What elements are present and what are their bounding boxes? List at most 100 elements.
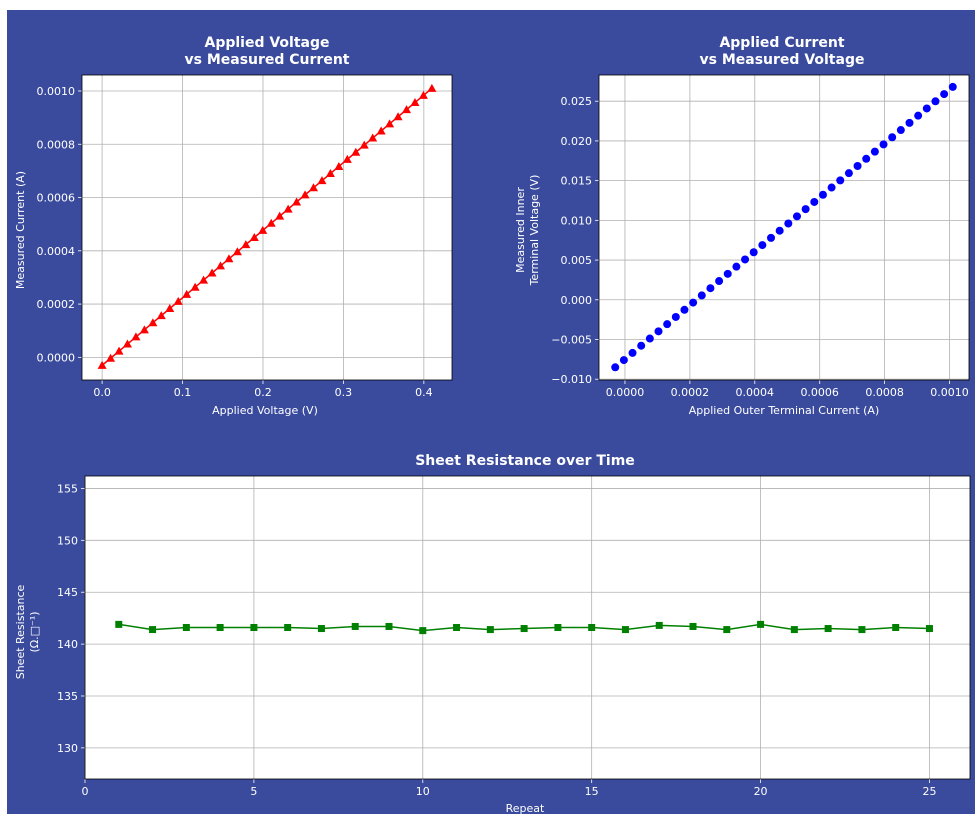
x-tick-label: 0.1 <box>174 386 192 399</box>
data-point <box>216 624 224 631</box>
data-point <box>520 625 528 633</box>
data-point <box>922 104 931 113</box>
data-point <box>741 255 750 264</box>
data-point <box>827 183 836 192</box>
data-point <box>368 133 378 142</box>
data-point <box>215 261 225 270</box>
data-point <box>723 626 731 634</box>
data-point <box>148 318 158 327</box>
data-point <box>427 83 437 92</box>
plot-frame <box>598 74 970 381</box>
data-point <box>284 624 292 631</box>
data-point <box>858 626 866 634</box>
y-tick-label: 0.0010 <box>37 85 76 98</box>
x-tick-label: 0.0010 <box>930 386 969 399</box>
data-point <box>689 298 698 307</box>
chart-3-x-axis-label: Repeat <box>506 802 545 814</box>
data-point <box>122 339 132 348</box>
data-point <box>149 626 157 634</box>
plot-frame <box>81 74 453 381</box>
x-tick-label: 0.0006 <box>800 386 839 399</box>
data-point <box>418 90 428 99</box>
data-point <box>300 190 310 199</box>
chart-2-y-axis-label-line-1: Measured Inner <box>514 187 527 273</box>
data-point <box>654 327 663 336</box>
data-point <box>258 225 268 234</box>
chart-2-title-line-2: vs Measured Voltage <box>700 52 865 68</box>
data-point <box>588 624 596 631</box>
chart-1-x-axis-label: Applied Voltage (V) <box>212 404 318 417</box>
data-point <box>453 624 461 631</box>
y-tick-label: 0.0006 <box>37 192 76 205</box>
x-tick-label: 0.2 <box>254 386 272 399</box>
chart-3-y-axis-label-line-2: (Ω.□⁻¹) <box>28 611 41 652</box>
data-point <box>106 353 116 362</box>
x-tick-label: 20 <box>754 785 768 798</box>
y-tick-label: 0.020 <box>561 135 593 148</box>
data-point <box>376 126 386 135</box>
data-point <box>611 363 620 372</box>
y-tick-label: 0.000 <box>561 294 593 307</box>
chart-1-y-axis-label: Measured Current (A) <box>14 171 27 289</box>
data-point <box>114 346 124 355</box>
data-point <box>818 190 827 199</box>
data-point <box>655 621 663 629</box>
data-point <box>862 154 871 163</box>
plot-frame <box>84 475 971 780</box>
data-point <box>940 90 949 99</box>
x-tick-label: 5 <box>250 785 257 798</box>
data-point <box>905 118 914 127</box>
x-tick-label: 15 <box>585 785 599 798</box>
data-point <box>621 626 629 634</box>
chart-1-title-line-2: vs Measured Current <box>184 52 349 68</box>
data-point <box>749 248 758 257</box>
data-point <box>342 154 352 163</box>
x-tick-label: 25 <box>922 785 936 798</box>
data-point <box>824 625 832 633</box>
data-point <box>697 291 706 300</box>
y-tick-label: 0.0000 <box>37 351 76 364</box>
data-point <box>232 247 242 256</box>
data-point <box>250 624 258 631</box>
data-point <box>810 197 819 206</box>
data-point <box>792 212 801 221</box>
y-tick-label: 155 <box>57 482 78 495</box>
data-point <box>896 126 905 135</box>
x-tick-label: 0.0002 <box>671 386 710 399</box>
chart-3-y-axis-label-line-1: Sheet Resistance <box>14 584 27 679</box>
data-point <box>325 169 335 178</box>
data-point <box>317 625 325 633</box>
data-point <box>680 305 689 314</box>
y-tick-label: 130 <box>57 742 78 755</box>
data-point <box>836 176 845 185</box>
data-point <box>892 624 900 631</box>
y-tick-label: 0.010 <box>561 214 593 227</box>
data-point <box>275 211 285 220</box>
data-point <box>266 218 276 227</box>
data-point <box>182 289 192 298</box>
data-point <box>241 240 251 249</box>
data-point <box>732 262 741 271</box>
data-point <box>224 254 234 263</box>
x-tick-label: 0.0004 <box>736 386 775 399</box>
y-tick-label: 0.025 <box>561 95 593 108</box>
data-point <box>784 219 793 228</box>
data-point <box>870 147 879 156</box>
data-point <box>283 204 293 213</box>
y-tick-label: 0.015 <box>561 175 593 188</box>
y-tick-label: 135 <box>57 690 78 703</box>
data-point <box>402 105 412 114</box>
data-point <box>645 334 654 343</box>
x-tick-label: 0.4 <box>415 386 433 399</box>
y-tick-label: 0.0008 <box>37 138 76 151</box>
y-tick-label: −0.005 <box>551 333 592 346</box>
x-tick-label: 0.0000 <box>606 386 645 399</box>
voltage-current-chart: Applied Voltage vs Measured Current Appl… <box>14 35 453 417</box>
y-tick-label: 0.0004 <box>37 245 76 258</box>
data-point <box>292 197 302 206</box>
sheet-resistance-chart: Sheet Resistance over Time Repeat Sheet … <box>14 453 971 814</box>
data-point <box>663 320 672 329</box>
data-point <box>249 232 259 241</box>
data-point <box>317 176 327 185</box>
data-point <box>715 277 724 286</box>
